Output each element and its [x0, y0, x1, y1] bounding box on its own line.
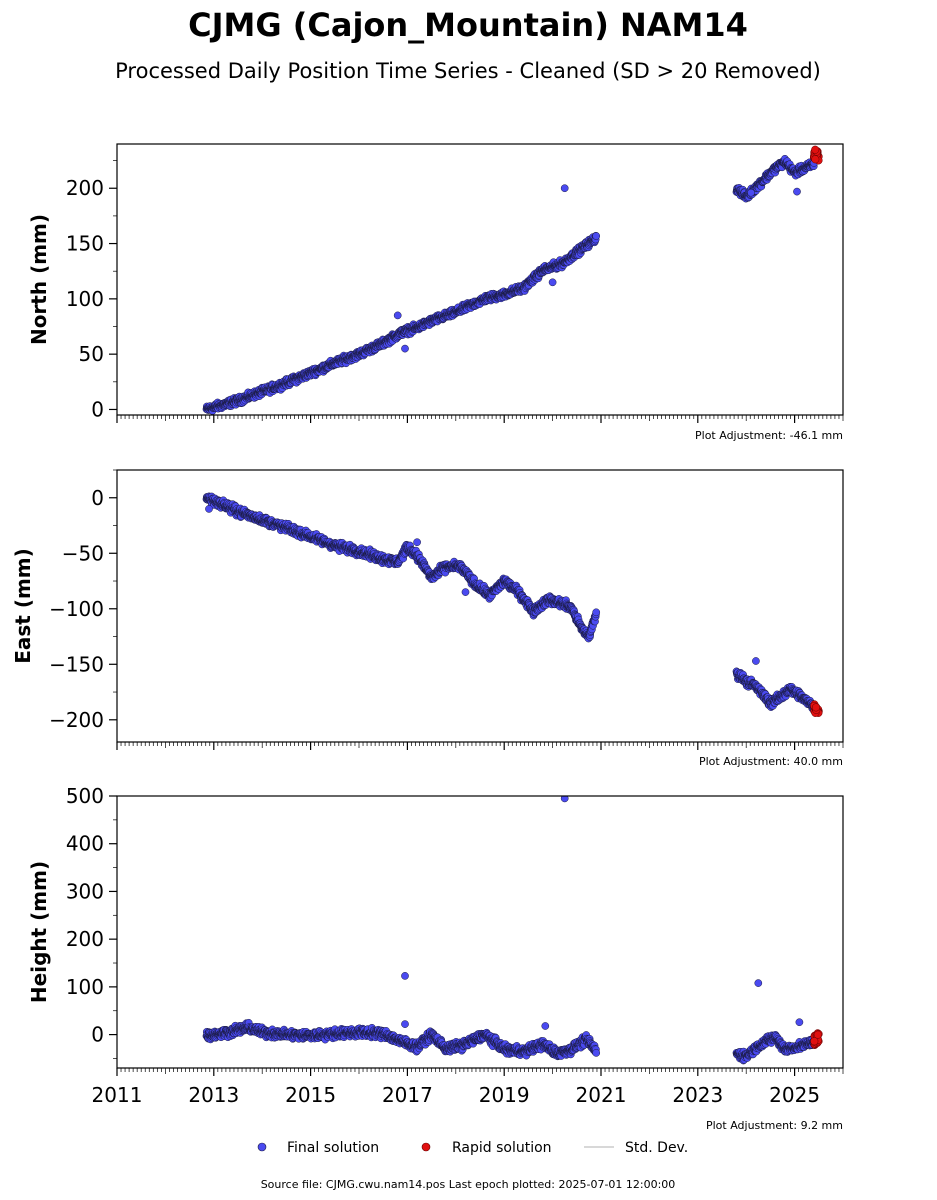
north-y-tick-label: 0	[91, 397, 104, 421]
east-points	[202, 492, 823, 717]
north-plot-adjustment: Plot Adjustment: -46.1 mm	[695, 429, 843, 442]
north-final-point	[560, 184, 569, 193]
chart-subtitle: Processed Daily Position Time Series - C…	[115, 59, 821, 83]
north-y-tick-label: 200	[66, 176, 104, 200]
north-y-axis-label: North (mm)	[27, 214, 51, 345]
north-rapid-point	[811, 155, 820, 164]
north-final-point	[747, 188, 755, 197]
north-y-tick-label: 50	[79, 342, 104, 366]
north-y-tick-label: 150	[66, 232, 104, 256]
north-points	[202, 145, 823, 415]
north-final-point	[401, 344, 409, 353]
north-final-point	[592, 232, 601, 240]
north-final-point	[548, 278, 557, 287]
chart-title: CJMG (Cajon_Mountain) NAM14	[188, 6, 748, 44]
north-axes-frame	[116, 143, 844, 416]
north-panel: 0 50 100 150 200 North (mm) Plot Adjustment: -…	[27, 143, 844, 442]
north-rapid-point	[811, 145, 820, 154]
north-final-point	[793, 187, 801, 196]
north-final-point	[393, 311, 402, 320]
north-y-tick-label: 100	[66, 287, 104, 311]
